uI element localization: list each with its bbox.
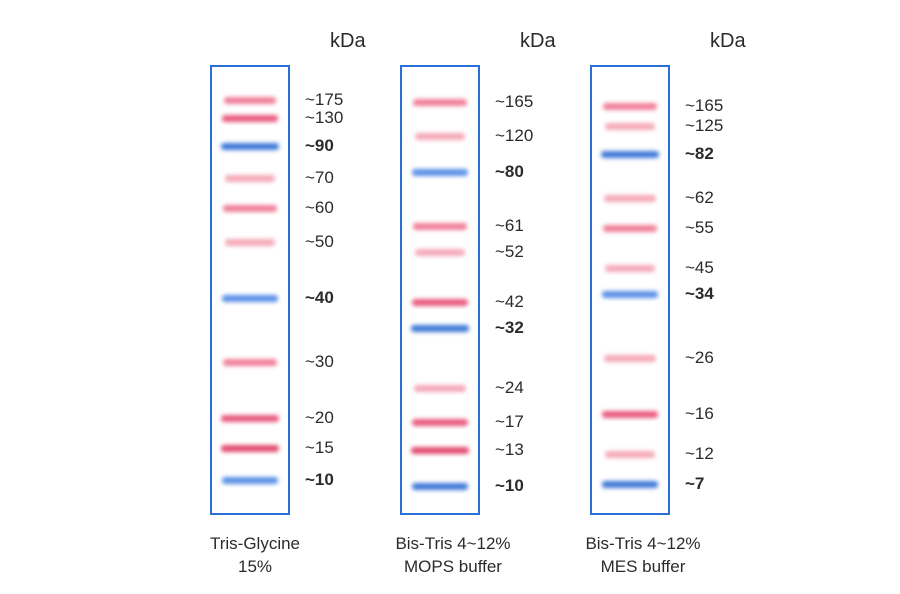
gel-band: [222, 477, 278, 484]
gel-band: [414, 385, 466, 392]
band-label: ~165: [495, 93, 533, 110]
band-label: ~26: [685, 349, 714, 366]
band-label: ~7: [685, 475, 704, 492]
band-label: ~82: [685, 145, 714, 162]
gel-band: [412, 419, 468, 426]
gel-diagram: kDa ~175~130 ~90 ~70 ~60 ~50 ~40 ~30 ~20 ~15 ~10 Tr…: [0, 0, 900, 594]
gel-band: [411, 325, 469, 332]
band-label: ~16: [685, 405, 714, 422]
lane-box-bis-tris-mops: [400, 65, 480, 515]
band-label: ~130: [305, 109, 343, 126]
band-label: ~60: [305, 199, 334, 216]
band-label: ~15: [305, 439, 334, 456]
lane-box-tris-glycine: [210, 65, 290, 515]
lane-caption-bis-tris-mes: Bis-Tris 4~12%MES buffer: [568, 533, 718, 579]
band-label: ~40: [305, 289, 334, 306]
gel-band: [602, 411, 658, 418]
gel-band: [412, 483, 468, 490]
band-label: ~10: [495, 477, 524, 494]
gel-band: [602, 481, 658, 488]
gel-band: [412, 299, 468, 306]
gel-band: [221, 445, 279, 452]
gel-band: [602, 291, 658, 298]
band-label: ~34: [685, 285, 714, 302]
gel-band: [412, 169, 468, 176]
band-label: ~165: [685, 97, 723, 114]
gel-band: [221, 415, 279, 422]
band-label: ~80: [495, 163, 524, 180]
band-label: ~45: [685, 259, 714, 276]
band-label: ~90: [305, 137, 334, 154]
gel-band: [413, 99, 467, 106]
band-label: ~120: [495, 127, 533, 144]
lane-caption-line: 15%: [190, 556, 320, 579]
kda-header: kDa: [520, 30, 556, 53]
band-label: ~24: [495, 379, 524, 396]
band-label: ~61: [495, 217, 524, 234]
band-label: ~42: [495, 293, 524, 310]
gel-band: [605, 123, 655, 130]
gel-band: [413, 223, 467, 230]
band-label: ~55: [685, 219, 714, 236]
lane-caption-line: Bis-Tris 4~12%: [568, 533, 718, 556]
band-label: ~70: [305, 169, 334, 186]
kda-header: kDa: [710, 30, 746, 53]
band-label: ~10: [305, 471, 334, 488]
lane-caption-line: Bis-Tris 4~12%: [378, 533, 528, 556]
gel-band: [605, 265, 655, 272]
lane-caption-tris-glycine: Tris-Glycine15%: [190, 533, 320, 579]
gel-band: [225, 175, 275, 182]
gel-band: [224, 97, 276, 104]
band-label: ~32: [495, 319, 524, 336]
gel-band: [221, 143, 279, 150]
lane-caption-line: Tris-Glycine: [190, 533, 320, 556]
gel-band: [223, 205, 277, 212]
gel-band: [604, 355, 656, 362]
gel-band: [601, 151, 659, 158]
kda-header: kDa: [330, 30, 366, 53]
gel-band: [225, 239, 275, 246]
gel-band: [415, 249, 465, 256]
gel-band: [222, 295, 278, 302]
band-label: ~17: [495, 413, 524, 430]
band-label: ~125: [685, 117, 723, 134]
gel-band: [223, 359, 277, 366]
band-label: ~52: [495, 243, 524, 260]
band-label: ~20: [305, 409, 334, 426]
band-label: ~175: [305, 91, 343, 108]
lane-caption-line: MOPS buffer: [378, 556, 528, 579]
gel-band: [603, 225, 657, 232]
band-label: ~50: [305, 233, 334, 250]
gel-band: [411, 447, 469, 454]
band-label: ~13: [495, 441, 524, 458]
gel-band: [222, 115, 278, 122]
gel-band: [603, 103, 657, 110]
lane-caption-line: MES buffer: [568, 556, 718, 579]
gel-band: [605, 451, 655, 458]
gel-band: [604, 195, 656, 202]
lane-box-bis-tris-mes: [590, 65, 670, 515]
band-label: ~12: [685, 445, 714, 462]
band-label: ~30: [305, 353, 334, 370]
lane-caption-bis-tris-mops: Bis-Tris 4~12%MOPS buffer: [378, 533, 528, 579]
band-label: ~62: [685, 189, 714, 206]
gel-band: [415, 133, 465, 140]
